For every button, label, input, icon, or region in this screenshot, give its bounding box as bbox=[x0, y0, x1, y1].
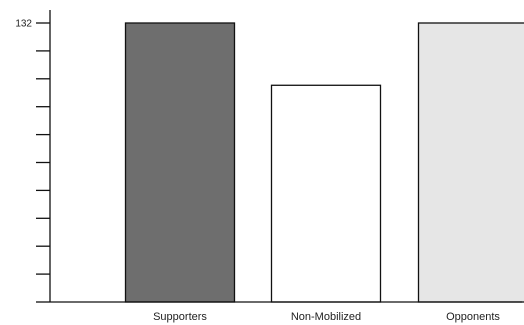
x-category-label: Non-Mobilized bbox=[291, 311, 361, 323]
bar-opponents bbox=[417, 22, 524, 303]
y-tick-label: 132 bbox=[15, 19, 32, 30]
bar-non-mobilized bbox=[270, 84, 382, 303]
x-axis: Supporters Non-Mobilized Opponents bbox=[50, 301, 522, 323]
bar-supporters bbox=[124, 22, 236, 303]
bars bbox=[124, 22, 524, 303]
x-category-label: Opponents bbox=[446, 311, 500, 323]
y-axis: 132 bbox=[15, 10, 51, 303]
x-category-label: Supporters bbox=[153, 311, 207, 323]
